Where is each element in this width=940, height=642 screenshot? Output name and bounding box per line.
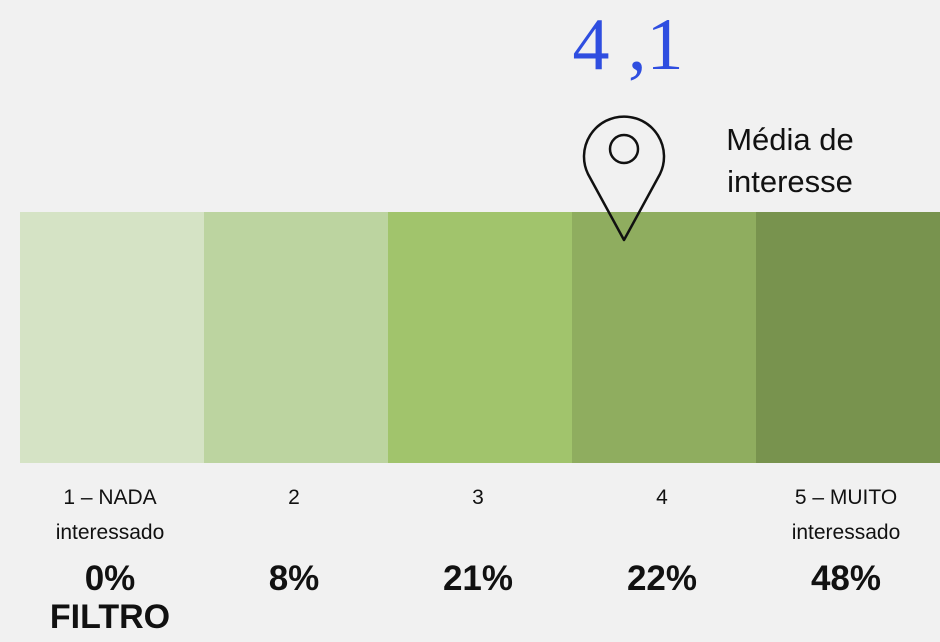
mean-label: Média de: [726, 122, 854, 157]
scale-percent: 22%: [626, 559, 698, 598]
scale-segment: [388, 212, 573, 463]
scale-percent: 0%: [84, 559, 136, 598]
scale-segment: [20, 212, 205, 463]
scale-percent: 48%: [810, 559, 882, 598]
scale-segment: [572, 212, 757, 463]
scale-percent: 8%: [268, 559, 320, 598]
scale-label: 1 – NADA: [63, 486, 157, 509]
scale-label: interessado: [791, 521, 901, 544]
pin-icon: [582, 115, 666, 242]
scale-percent: 21%: [442, 559, 514, 598]
scale-label: 5 – MUITO: [794, 486, 898, 509]
mean-value: 4 ,1: [572, 4, 684, 86]
filter-label: FILTRO: [49, 598, 171, 636]
scale-label: 3: [472, 486, 484, 509]
scale-label: 4: [656, 486, 668, 509]
scale-label: 2: [288, 486, 300, 509]
scale-segment: [204, 212, 389, 463]
scale-segment: [756, 212, 940, 463]
mean-label: interesse: [727, 164, 853, 199]
scale-label: interessado: [55, 521, 165, 544]
